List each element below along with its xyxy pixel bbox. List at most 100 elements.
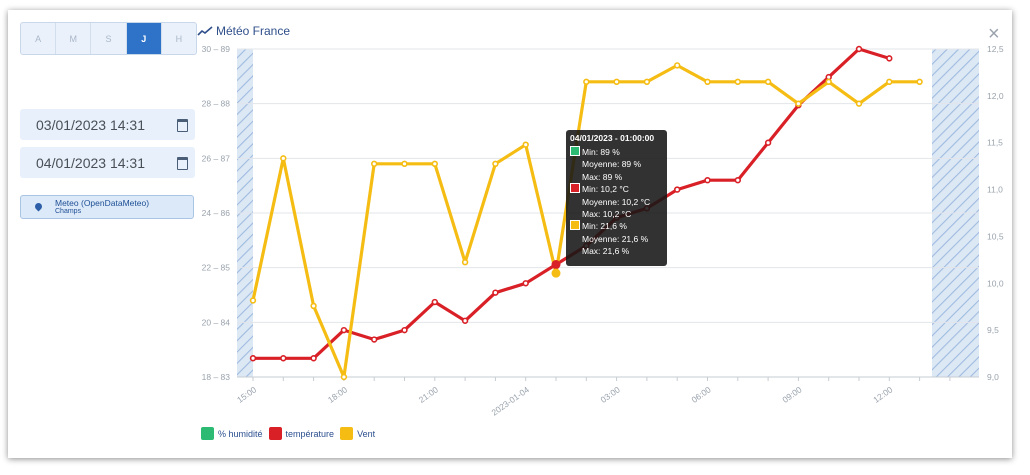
right-tick-label: 9,0 xyxy=(987,372,999,382)
period-year-button[interactable]: A xyxy=(21,23,57,54)
wind-point[interactable] xyxy=(734,78,741,86)
x-axis: 15:00 18:00 21:00 2023-01-04 03:00 06:00 09:00… xyxy=(235,376,979,418)
tooltip: 04/01/2023 - 01:00:00 Min: 89 % Moyenne:… xyxy=(566,130,667,266)
wind-point[interactable] xyxy=(764,78,772,86)
temperature-point[interactable] xyxy=(492,289,499,296)
temperature-point[interactable] xyxy=(522,280,529,287)
wind-point[interactable] xyxy=(583,78,590,86)
right-axis: 9,0 9,5 10,0 10,5 11,0 11,5 12,0 12,5 xyxy=(987,44,1004,382)
legend-wind[interactable]: Vent xyxy=(340,427,375,440)
x-tick-label: 12:00 xyxy=(871,384,894,405)
end-date-value: 04/01/2023 14:31 xyxy=(36,154,145,171)
wind-point[interactable] xyxy=(643,78,651,86)
wind-point[interactable] xyxy=(916,78,923,86)
right-tick-label: 11,5 xyxy=(987,138,1003,148)
wind-point[interactable] xyxy=(249,297,257,304)
calendar-icon[interactable] xyxy=(177,119,188,132)
wind-point[interactable] xyxy=(340,373,348,381)
wind-point[interactable] xyxy=(401,160,408,168)
tooltip-humidity-min: Min: 89 % xyxy=(570,146,663,158)
legend-swatch xyxy=(268,427,282,440)
left-tick-label: 20 – 84 xyxy=(202,317,231,327)
close-icon[interactable]: × xyxy=(988,23,1000,45)
wind-point[interactable] xyxy=(522,141,529,148)
start-date-field[interactable]: 03/01/2023 14:31 xyxy=(20,109,195,140)
temperature-point[interactable] xyxy=(371,336,378,343)
wind-point[interactable] xyxy=(673,62,681,69)
wind-point[interactable] xyxy=(280,155,287,162)
period-week-button[interactable]: S xyxy=(91,23,127,54)
wind-point[interactable] xyxy=(461,259,469,266)
temperature-point[interactable] xyxy=(886,55,893,62)
tooltip-wind-max: Max: 21,6 % xyxy=(582,246,630,257)
start-date-value: 03/01/2023 14:31 xyxy=(36,116,145,133)
wind-point[interactable] xyxy=(492,160,499,168)
temperature-point[interactable] xyxy=(340,326,348,334)
temperature-point[interactable] xyxy=(280,355,287,362)
wind-point[interactable] xyxy=(371,160,378,168)
period-day-button[interactable]: J xyxy=(126,23,162,54)
temperature-hover-point xyxy=(551,260,561,270)
source-subtitle: Champs xyxy=(55,208,82,215)
temperature-point[interactable] xyxy=(764,139,772,146)
wind-swatch xyxy=(570,220,580,231)
calendar-icon[interactable] xyxy=(177,157,188,170)
x-tick-label: 21:00 xyxy=(417,384,440,405)
x-tick-label: 2023-01-04 xyxy=(489,384,531,417)
temperature-point[interactable] xyxy=(249,355,257,362)
temperature-point[interactable] xyxy=(673,186,681,193)
left-tick-label: 28 – 88 xyxy=(202,99,231,109)
tooltip-temperature-avg: Moyenne: 10,2 °C xyxy=(582,196,651,207)
right-tick-label: 12,0 xyxy=(987,91,1004,101)
left-tick-label: 30 – 89 xyxy=(202,44,231,54)
tooltip-wind-min: Min: 21,6 % xyxy=(570,220,663,232)
end-date-field[interactable]: 04/01/2023 14:31 xyxy=(20,147,195,178)
source-title: Meteo (OpenDataMeteo) xyxy=(55,198,150,208)
temperature-swatch xyxy=(570,183,580,194)
temperature-point[interactable] xyxy=(431,298,438,306)
wind-hover-point xyxy=(551,268,561,278)
trend-line-icon xyxy=(197,26,213,36)
legend: % humidité température Vent xyxy=(201,427,381,440)
tooltip-temperature-max: Max: 10,2 °C xyxy=(582,208,632,219)
chart-card xyxy=(8,10,1012,458)
right-tick-label: 10,5 xyxy=(987,231,1004,241)
hover-markers xyxy=(551,260,561,278)
tooltip-humidity-avg: Moyenne: 89 % xyxy=(582,159,642,170)
period-hour-button[interactable]: H xyxy=(175,33,183,44)
wind-point[interactable] xyxy=(825,78,832,86)
source-chip[interactable]: Meteo (OpenDataMeteo) Champs xyxy=(20,195,194,219)
right-tick-label: 12,5 xyxy=(987,44,1004,54)
left-tick-label: 22 – 85 xyxy=(202,263,231,273)
wind-point[interactable] xyxy=(886,78,893,86)
wind-point[interactable] xyxy=(855,100,863,107)
wind-point[interactable] xyxy=(613,78,620,86)
tooltip-wind-avg: Moyenne: 21,6 % xyxy=(582,233,649,244)
right-tick-label: 10,0 xyxy=(987,278,1004,288)
wind-point[interactable] xyxy=(704,78,711,86)
left-tick-label: 26 – 87 xyxy=(202,153,231,163)
legend-temperature[interactable]: température xyxy=(268,427,334,440)
temperature-point[interactable] xyxy=(704,177,711,184)
chart-title: Météo France xyxy=(197,24,290,38)
period-month-button[interactable]: M xyxy=(56,23,92,54)
temperature-point[interactable] xyxy=(734,177,741,184)
left-tick-label: 18 – 83 xyxy=(202,372,231,382)
tooltip-temperature-min: Min: 10,2 °C xyxy=(570,183,663,195)
right-tick-label: 11,0 xyxy=(987,185,1003,195)
wind-point[interactable] xyxy=(310,302,317,310)
wind-point[interactable] xyxy=(795,100,802,107)
chart-title-text: Météo France xyxy=(216,24,291,38)
temperature-point[interactable] xyxy=(461,317,469,324)
x-tick-label: 09:00 xyxy=(780,384,803,405)
legend-humidity[interactable]: % humidité xyxy=(201,427,263,440)
temperature-point[interactable] xyxy=(855,45,863,53)
right-tick-label: 9,5 xyxy=(987,325,999,335)
x-tick-label: 18:00 xyxy=(326,384,349,405)
humidity-swatch xyxy=(570,146,580,156)
temperature-point[interactable] xyxy=(310,355,317,362)
temperature-point[interactable] xyxy=(401,326,408,334)
wind-point[interactable] xyxy=(431,160,438,168)
left-tick-label: 24 – 86 xyxy=(202,208,231,218)
